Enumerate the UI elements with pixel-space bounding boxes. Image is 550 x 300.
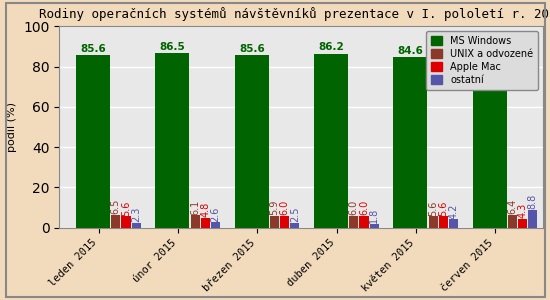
Bar: [76, 55, 110, 228]
Bar: [122, 216, 130, 228]
Y-axis label: podíl (%): podíl (%): [7, 102, 18, 152]
Bar: [280, 216, 289, 228]
Legend: MS Windows, UNIX a odvozené, Apple Mac, ostatní: MS Windows, UNIX a odvozené, Apple Mac, …: [426, 31, 538, 90]
Text: 6.4: 6.4: [508, 199, 518, 214]
Text: 85.6: 85.6: [239, 44, 265, 54]
Text: 85.6: 85.6: [80, 44, 106, 54]
Text: 4.2: 4.2: [448, 203, 459, 219]
Text: 6.1: 6.1: [190, 200, 200, 215]
Bar: [190, 215, 200, 228]
Bar: [235, 55, 269, 228]
Bar: [428, 216, 438, 228]
Bar: [156, 53, 189, 228]
Bar: [360, 216, 368, 228]
Bar: [111, 214, 120, 228]
Text: 4.3: 4.3: [518, 203, 527, 218]
Title: Rodiny operačních systémů návštěvníků prezentace v I. pololetí r. 2015: Rodiny operačních systémů návštěvníků pr…: [39, 7, 550, 21]
Text: 8.8: 8.8: [528, 194, 538, 209]
Text: 5.6: 5.6: [121, 200, 131, 216]
Bar: [370, 224, 379, 228]
Text: 5.6: 5.6: [438, 200, 448, 216]
Text: 5.6: 5.6: [428, 200, 438, 216]
Bar: [439, 216, 448, 228]
Bar: [473, 65, 507, 228]
Text: 1.8: 1.8: [369, 208, 379, 224]
Bar: [314, 54, 348, 228]
Bar: [131, 223, 141, 228]
Text: 4.8: 4.8: [200, 202, 210, 218]
Text: 5.9: 5.9: [270, 200, 279, 215]
Text: 6.0: 6.0: [349, 200, 359, 215]
Bar: [449, 219, 458, 228]
Bar: [393, 57, 427, 228]
Bar: [270, 216, 279, 228]
Bar: [211, 222, 220, 228]
Text: 86.2: 86.2: [318, 42, 344, 52]
Bar: [529, 210, 537, 228]
Text: 6.0: 6.0: [359, 200, 369, 215]
Bar: [349, 216, 358, 228]
Text: 2.3: 2.3: [131, 207, 141, 222]
Bar: [518, 219, 527, 228]
Bar: [290, 223, 299, 228]
Text: 2.5: 2.5: [290, 206, 300, 222]
Bar: [508, 215, 517, 228]
Text: 6.5: 6.5: [111, 199, 121, 214]
Text: 80.5: 80.5: [477, 54, 503, 64]
Text: 84.6: 84.6: [398, 46, 424, 56]
Text: 2.6: 2.6: [211, 206, 221, 222]
Bar: [201, 218, 210, 228]
Text: 86.5: 86.5: [160, 42, 185, 52]
Text: 6.0: 6.0: [279, 200, 290, 215]
